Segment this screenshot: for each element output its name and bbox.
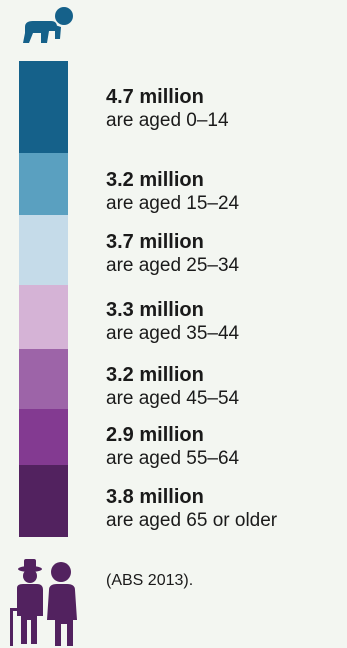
age-group-label: 3.3 million are aged 35–44 — [106, 298, 347, 346]
bar-segment-15-24 — [19, 153, 68, 215]
population-bar — [19, 61, 68, 537]
age-group-label: 2.9 million are aged 55–64 — [106, 423, 347, 471]
bar-segment-55-64 — [19, 409, 68, 465]
age-group-label: 3.7 million are aged 25–34 — [106, 230, 347, 278]
age-group-label: 3.8 million are aged 65 or older — [106, 485, 347, 533]
bar-segment-35-44 — [19, 285, 68, 349]
bar-segment-45-54 — [19, 349, 68, 409]
age-range: are aged 0–14 — [106, 110, 229, 131]
age-range: are aged 45–54 — [106, 388, 240, 409]
age-group-label: 3.2 million are aged 45–54 — [106, 363, 347, 411]
bar-segment-65-plus — [19, 465, 68, 537]
age-range: are aged 55–64 — [106, 448, 240, 469]
baby-crawling-icon — [23, 7, 73, 43]
age-group-label: 4.7 million are aged 0–14 — [106, 85, 347, 133]
population-value: 2.9 million — [106, 424, 204, 446]
age-range: are aged 35–44 — [106, 323, 240, 344]
bar-segment-0-14 — [19, 61, 68, 153]
population-value: 3.7 million — [106, 231, 204, 253]
population-value: 3.3 million — [106, 299, 204, 321]
age-range: are aged 15–24 — [106, 193, 240, 214]
age-range: are aged 65 or older — [106, 510, 278, 531]
population-value: 3.8 million — [106, 486, 204, 508]
age-group-label: 3.2 million are aged 15–24 — [106, 168, 347, 216]
population-value: 3.2 million — [106, 169, 204, 191]
population-value: 3.2 million — [106, 364, 204, 386]
population-value: 4.7 million — [106, 86, 204, 108]
elderly-couple-icon — [10, 559, 77, 646]
bar-segment-25-34 — [19, 215, 68, 285]
age-range: are aged 25–34 — [106, 255, 240, 276]
source-citation: (ABS 2013). — [106, 572, 194, 589]
